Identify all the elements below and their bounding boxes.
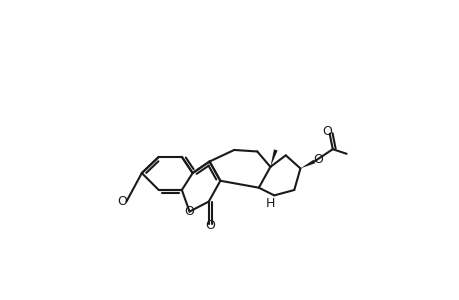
- Polygon shape: [300, 160, 314, 168]
- Text: O: O: [184, 205, 194, 218]
- Text: O: O: [322, 125, 331, 138]
- Text: O: O: [117, 195, 126, 208]
- Polygon shape: [270, 149, 277, 167]
- Text: H: H: [265, 196, 274, 210]
- Text: O: O: [205, 219, 215, 232]
- Text: O: O: [313, 153, 322, 166]
